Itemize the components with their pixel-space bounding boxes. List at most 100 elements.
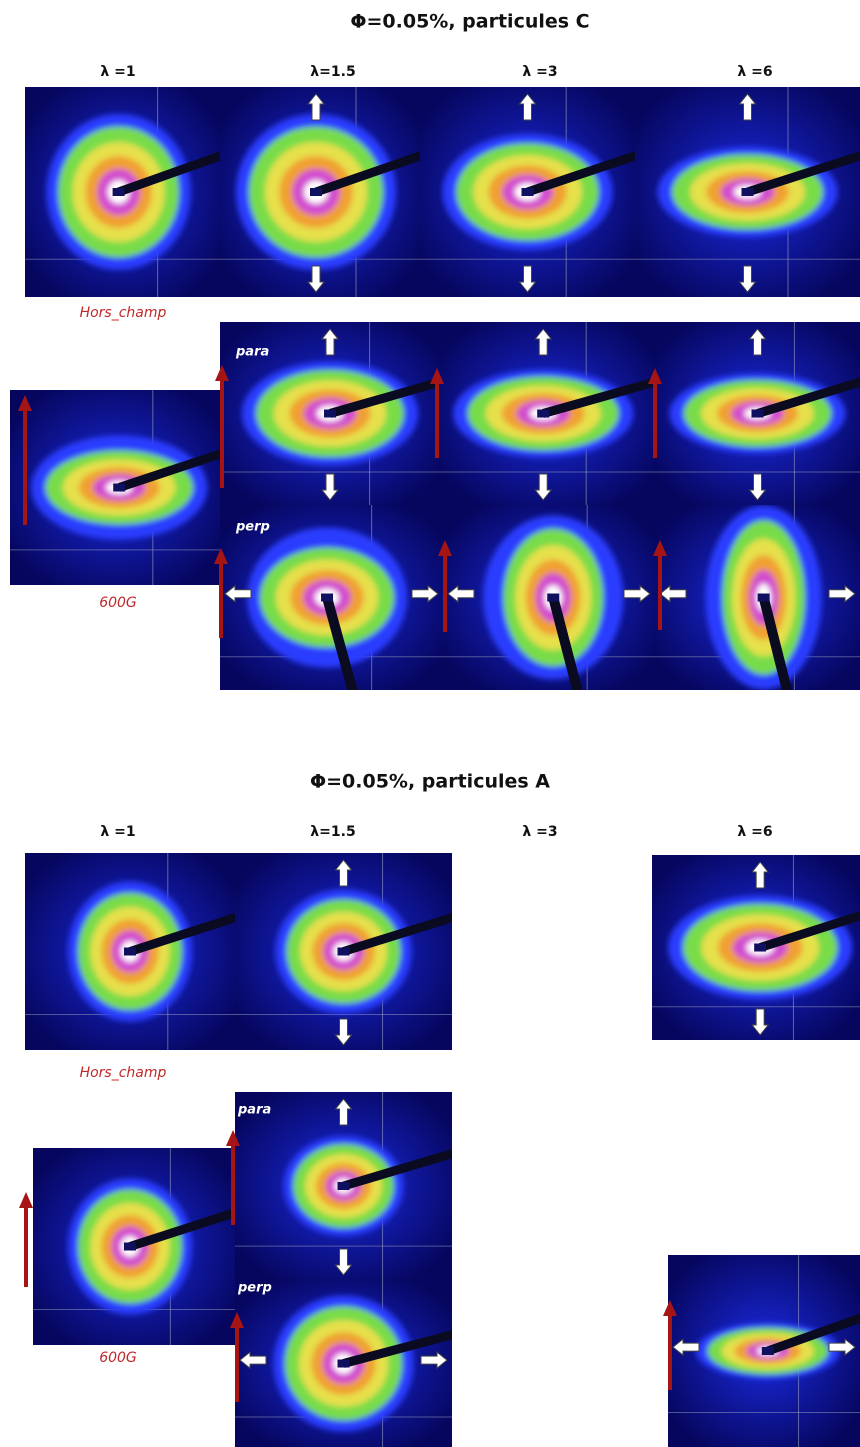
beamstop (541, 377, 655, 418)
column-label: λ=1.5 (310, 64, 355, 80)
column-label: λ =3 (522, 824, 557, 840)
perp-label: perp (237, 1281, 272, 1296)
field-arrow-head (19, 1192, 33, 1208)
scattering-image (235, 1092, 452, 1280)
strain-arrow (751, 1008, 770, 1036)
beam-center (112, 188, 125, 196)
beam-center (754, 943, 767, 952)
field-arrow-head (18, 395, 32, 411)
strain-arrow (320, 473, 340, 501)
strain-arrow (623, 584, 651, 603)
scattering-image (220, 505, 443, 690)
beamstop (342, 912, 452, 956)
field-arrow-head (214, 548, 228, 564)
scattering-image (635, 87, 860, 297)
beam-center (310, 188, 322, 196)
beam-center (123, 1242, 136, 1251)
beamstop (128, 1207, 235, 1251)
column-label: λ =6 (737, 64, 772, 80)
strain-arrow (518, 265, 537, 293)
strain-arrow (659, 584, 687, 603)
beamstop (128, 912, 235, 956)
beam-center (124, 947, 136, 956)
strain-arrow (334, 1098, 353, 1126)
beam-center (113, 483, 126, 492)
strain-arrow (672, 1338, 700, 1357)
field-arrow (653, 540, 667, 630)
beam-center (321, 593, 334, 602)
strain-arrow (748, 473, 767, 501)
beamstop (314, 151, 420, 197)
field-label: 600G (99, 595, 137, 611)
strain-arrow (334, 1018, 353, 1046)
strain-arrow (420, 1351, 448, 1370)
section-title: Φ=0.05%, particules A (310, 771, 550, 793)
beam-center (537, 409, 550, 418)
field-arrow-head (663, 1300, 677, 1316)
beamstop (766, 1313, 860, 1356)
strain-arrow (224, 584, 252, 603)
scattering-pattern (453, 369, 634, 458)
beamstop (322, 596, 358, 690)
column-label: λ =1 (100, 64, 135, 80)
field-arrow (438, 540, 452, 632)
strain-arrow (748, 328, 767, 356)
beam-center (547, 593, 560, 602)
beam-center (324, 409, 336, 418)
scattering-image (10, 390, 220, 585)
beamstop (342, 1330, 452, 1368)
strain-arrow (751, 861, 770, 889)
scattering-image (443, 505, 655, 690)
scattering-image (33, 1148, 235, 1345)
field-arrow-head (430, 368, 444, 384)
scattering-image (235, 1280, 452, 1447)
scattering-image (220, 322, 440, 505)
column-label: λ =1 (100, 824, 135, 840)
field-arrow (430, 368, 444, 458)
beam-center (337, 1359, 350, 1368)
field-arrow (18, 395, 32, 525)
beamstop (328, 377, 440, 418)
scattering-image (25, 853, 235, 1050)
field-arrow (648, 368, 662, 458)
field-arrow (226, 1130, 240, 1225)
field-arrow (215, 365, 229, 488)
field-label: 600G (99, 1350, 137, 1366)
scattering-image (25, 87, 220, 297)
beam-center (741, 188, 754, 196)
beam-center (521, 188, 534, 196)
strain-arrow (534, 473, 553, 501)
scattering-image (655, 505, 860, 690)
field-arrow-head (226, 1130, 240, 1146)
field-arrow-head (230, 1312, 244, 1328)
strain-arrow (828, 1338, 856, 1357)
column-label: λ=1.5 (310, 824, 355, 840)
field-arrow (19, 1192, 33, 1287)
field-arrow-head (648, 368, 662, 384)
beamstop (526, 151, 635, 197)
strain-arrow (306, 93, 326, 121)
beamstop (117, 449, 220, 492)
off-field-label: Hors_champ (80, 305, 167, 321)
scattering-image (420, 87, 635, 297)
strain-arrow (447, 584, 475, 603)
beamstop (758, 596, 793, 690)
column-label: λ =6 (737, 824, 772, 840)
strain-arrow (320, 328, 340, 356)
para-label: para (235, 345, 269, 360)
scattering-image (220, 87, 420, 297)
strain-arrow (411, 584, 439, 603)
strain-arrow (334, 859, 353, 887)
field-arrow-head (653, 540, 667, 556)
strain-arrow (738, 265, 757, 293)
field-arrow (230, 1312, 244, 1402)
beamstop (548, 596, 583, 690)
strain-arrow (334, 1248, 353, 1276)
beamstop (342, 1148, 452, 1191)
strain-arrow (738, 93, 757, 121)
beamstop (758, 911, 860, 952)
beam-center (337, 1182, 350, 1190)
field-arrow (663, 1300, 677, 1390)
field-arrow-head (215, 365, 229, 381)
strain-arrow (828, 584, 856, 603)
